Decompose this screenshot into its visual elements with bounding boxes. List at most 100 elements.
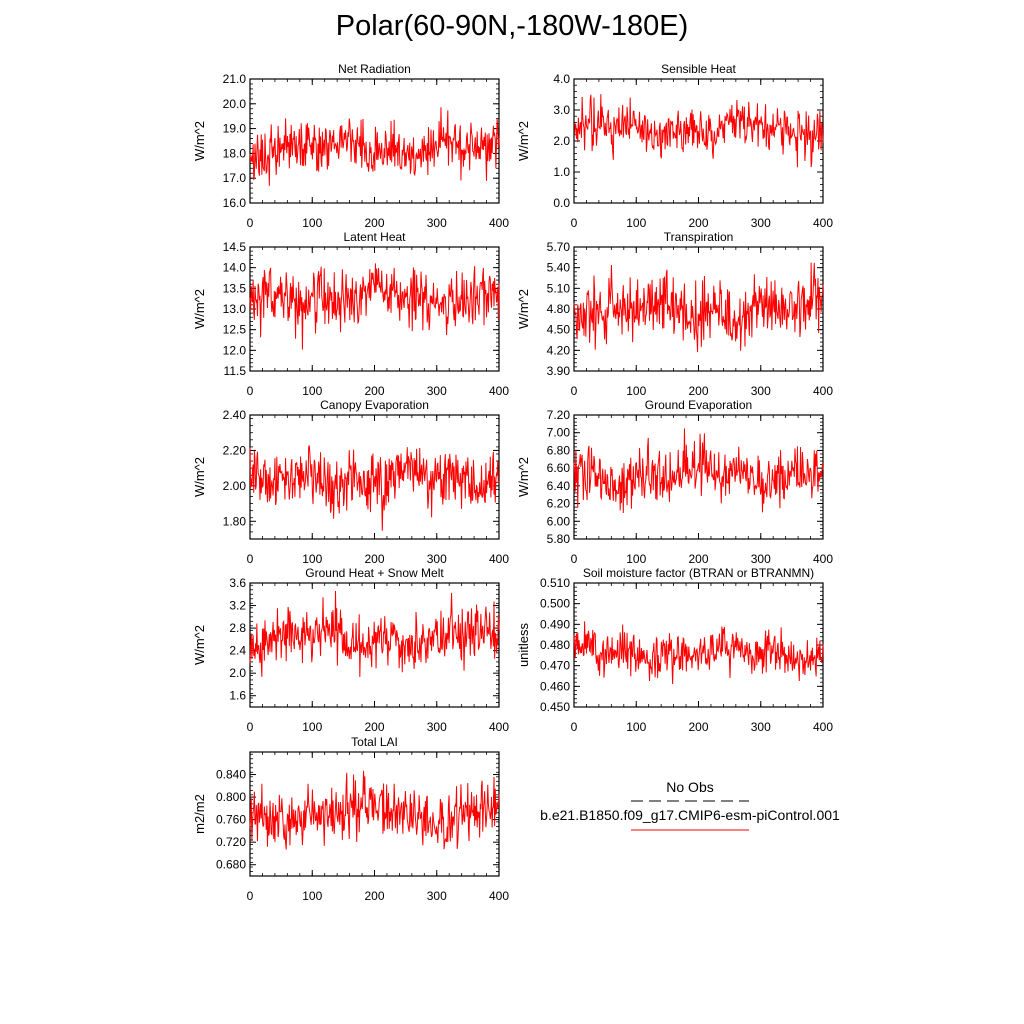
panel-5-xtick-label: 200 bbox=[688, 552, 708, 566]
panel-5-title: Ground Evaporation bbox=[645, 398, 752, 412]
panel-7-ytick-label: 0.480 bbox=[540, 638, 570, 652]
panel-4-ytick-label: 2.00 bbox=[223, 479, 247, 493]
panel-3-title: Transpiration bbox=[664, 230, 734, 244]
panel-1-series-line bbox=[573, 94, 824, 168]
panel-3-ytick-label: 4.80 bbox=[547, 302, 571, 316]
panel-7-xtick-label: 300 bbox=[751, 720, 771, 734]
panel-8-series-line bbox=[249, 770, 500, 850]
panel-0-ytick-label: 17.0 bbox=[223, 171, 247, 185]
panel-1-ytick-label: 2.0 bbox=[553, 134, 570, 148]
panel-3-ytick-label: 3.90 bbox=[547, 364, 571, 378]
panel-5-ytick-label: 6.40 bbox=[547, 479, 571, 493]
panel-7-ytick-label: 0.470 bbox=[540, 659, 570, 673]
panel-1-xtick-label: 400 bbox=[813, 216, 833, 230]
panel-8-ytick-label: 0.840 bbox=[216, 768, 246, 782]
panel-8-ylabel: m2/m2 bbox=[192, 794, 207, 834]
panel-4-title: Canopy Evaporation bbox=[320, 398, 429, 412]
panel-8-xtick-label: 0 bbox=[247, 889, 254, 903]
panel-2-ytick-label: 14.5 bbox=[223, 240, 247, 254]
panel-7-series-line bbox=[573, 621, 824, 685]
panel-2-xtick-label: 200 bbox=[364, 384, 384, 398]
panel-0-xtick-label: 100 bbox=[302, 216, 322, 230]
panel-8-xtick-label: 100 bbox=[302, 889, 322, 903]
panel-0-ytick-label: 16.0 bbox=[223, 196, 247, 210]
panel-6-ytick-label: 2.4 bbox=[229, 644, 246, 658]
panel-2-ytick-label: 14.0 bbox=[223, 261, 247, 275]
panel-7-xtick-label: 400 bbox=[813, 720, 833, 734]
panel-7-ytick-label: 0.490 bbox=[540, 617, 570, 631]
panel-3-series-line bbox=[573, 262, 824, 353]
panel-7-ytick-label: 0.450 bbox=[540, 700, 570, 714]
panel-4-xtick-label: 100 bbox=[302, 552, 322, 566]
panel-8-xtick-label: 200 bbox=[364, 889, 384, 903]
panel-3-xtick-label: 0 bbox=[571, 384, 578, 398]
panel-6-ytick-label: 3.2 bbox=[229, 599, 246, 613]
panel-2-ylabel: W/m^2 bbox=[192, 289, 207, 329]
panel-0-xtick-label: 200 bbox=[364, 216, 384, 230]
panel-7-frame bbox=[573, 582, 824, 708]
panel-5-ytick-label: 6.80 bbox=[547, 443, 571, 457]
legend-obs-label: No Obs bbox=[666, 779, 713, 795]
panel-2-xtick-label: 400 bbox=[489, 384, 509, 398]
panel-3-xtick-label: 300 bbox=[751, 384, 771, 398]
page-title: Polar(60-90N,-180W-180E) bbox=[335, 10, 689, 42]
panel-5-series-line bbox=[573, 428, 824, 514]
panel-8-xtick-label: 300 bbox=[427, 889, 447, 903]
panel-5-ylabel: W/m^2 bbox=[516, 457, 531, 497]
panel-3-ytick-label: 4.50 bbox=[547, 323, 571, 337]
panel-7-xtick-label: 0 bbox=[571, 720, 578, 734]
panel-7-ytick-label: 0.460 bbox=[540, 679, 570, 693]
panel-5-ytick-label: 5.80 bbox=[547, 532, 571, 546]
panel-4-ylabel: W/m^2 bbox=[192, 457, 207, 497]
panel-1-ytick-label: 3.0 bbox=[553, 103, 570, 117]
panel-4-xtick-label: 400 bbox=[489, 552, 509, 566]
panel-2-ytick-label: 12.0 bbox=[223, 343, 247, 357]
panel-1-ylabel: W/m^2 bbox=[516, 121, 531, 161]
panel-0-ytick-label: 21.0 bbox=[223, 72, 247, 86]
panel-6-xtick-label: 300 bbox=[427, 720, 447, 734]
panel-6-xtick-label: 200 bbox=[364, 720, 384, 734]
panel-5-xtick-label: 100 bbox=[626, 552, 646, 566]
panel-4-xtick-label: 200 bbox=[364, 552, 384, 566]
panel-2-ytick-label: 13.5 bbox=[223, 281, 247, 295]
panel-7-ytick-label: 0.510 bbox=[540, 576, 570, 590]
panel-8-ytick-label: 0.760 bbox=[216, 813, 246, 827]
panel-4-ytick-label: 2.20 bbox=[223, 443, 247, 457]
panel-1-ytick-label: 4.0 bbox=[553, 72, 570, 86]
panel-1-ytick-label: 1.0 bbox=[553, 165, 570, 179]
panel-1-xtick-label: 200 bbox=[688, 216, 708, 230]
panel-0-series-line bbox=[249, 107, 500, 186]
panel-0-ytick-label: 19.0 bbox=[223, 122, 247, 136]
panel-6-ytick-label: 2.8 bbox=[229, 621, 246, 635]
panel-7-title: Soil moisture factor (BTRAN or BTRANMN) bbox=[583, 566, 814, 580]
panel-6-ytick-label: 1.6 bbox=[229, 689, 246, 703]
panel-0-title: Net Radiation bbox=[338, 62, 411, 76]
panel-5-ytick-label: 6.00 bbox=[547, 514, 571, 528]
panel-7-xtick-label: 100 bbox=[626, 720, 646, 734]
panel-2-xtick-label: 0 bbox=[247, 384, 254, 398]
legend-model-label: b.e21.B1850.f09_g17.CMIP6-esm-piControl.… bbox=[540, 807, 840, 823]
panel-4-ytick-label: 1.80 bbox=[223, 514, 247, 528]
panel-6-xtick-label: 100 bbox=[302, 720, 322, 734]
panel-0-xtick-label: 300 bbox=[427, 216, 447, 230]
panel-6-ytick-label: 2.0 bbox=[229, 666, 246, 680]
panel-6-title: Ground Heat + Snow Melt bbox=[305, 566, 444, 580]
panel-8-ytick-label: 0.800 bbox=[216, 790, 246, 804]
panel-3-ytick-label: 5.10 bbox=[547, 281, 571, 295]
panel-2-xtick-label: 300 bbox=[427, 384, 447, 398]
panel-5-xtick-label: 400 bbox=[813, 552, 833, 566]
panel-5-ytick-label: 6.60 bbox=[547, 461, 571, 475]
panel-5-ytick-label: 6.20 bbox=[547, 497, 571, 511]
panel-1-title: Sensible Heat bbox=[661, 62, 736, 76]
panel-1-xtick-label: 300 bbox=[751, 216, 771, 230]
panel-6-series-line bbox=[249, 590, 500, 678]
panel-4-xtick-label: 0 bbox=[247, 552, 254, 566]
panel-5-xtick-label: 0 bbox=[571, 552, 578, 566]
panel-3-xtick-label: 100 bbox=[626, 384, 646, 398]
panel-5-xtick-label: 300 bbox=[751, 552, 771, 566]
panel-6-ytick-label: 3.6 bbox=[229, 576, 246, 590]
panel-8-title: Total LAI bbox=[351, 735, 398, 749]
panel-0-ylabel: W/m^2 bbox=[192, 121, 207, 161]
panel-2-xtick-label: 100 bbox=[302, 384, 322, 398]
